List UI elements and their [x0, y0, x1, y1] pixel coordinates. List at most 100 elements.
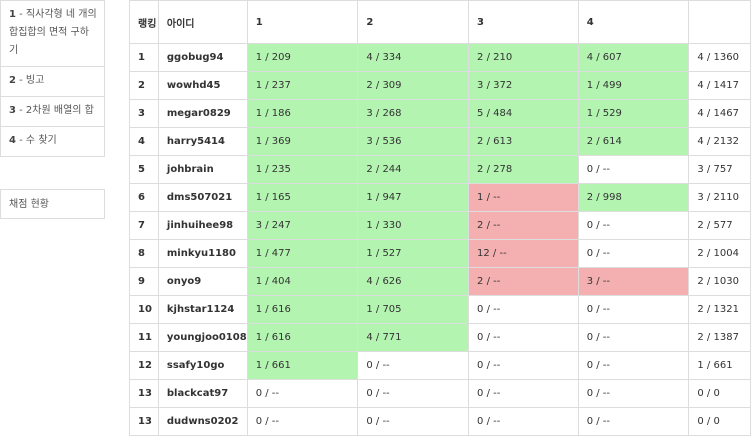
problem-2-score-cell: 2 / 244 [357, 155, 470, 184]
table-row: 13 dudwns0202 0 / -- 0 / -- 0 / -- 0 / -- 0 / … [129, 407, 751, 436]
rank-cell: 2 [129, 71, 159, 100]
problem-link-4[interactable]: 4 - 수 찾기 [1, 126, 104, 156]
problem-2-score-cell: 3 / 536 [357, 127, 470, 156]
total-score-cell: 2 / 1321 [688, 295, 751, 324]
scoreboard-table: 랭킹 아이디 1 2 3 4 1 ggobug94 1 / 209 4 / 334 2 … [129, 0, 751, 436]
problem-2-score-cell: 1 / 947 [357, 183, 470, 212]
user-id-cell: blackcat97 [157, 379, 248, 408]
rank-cell: 6 [129, 183, 159, 212]
problem-4-score-cell: 4 / 607 [577, 43, 690, 72]
table-row: 8 minkyu1180 1 / 477 1 / 527 12 / -- 0 / -- 2 … [129, 239, 751, 268]
rank-cell: 10 [129, 295, 159, 324]
problem-2-score-cell: 0 / -- [357, 379, 470, 408]
problem-1-score-cell: 3 / 247 [246, 211, 359, 240]
table-row: 1 ggobug94 1 / 209 4 / 334 2 / 210 4 / 607 4 /… [129, 43, 751, 72]
rank-header: 랭킹 [129, 0, 159, 44]
problem-1-score-cell: 1 / 616 [246, 323, 359, 352]
problem-3-header: 3 [468, 0, 579, 44]
rank-cell: 5 [129, 155, 159, 184]
rank-cell: 1 [129, 43, 159, 72]
problem-4-score-cell: 0 / -- [577, 295, 690, 324]
grading-status-link[interactable]: 채점 현황 [0, 189, 105, 219]
rank-cell: 7 [129, 211, 159, 240]
total-score-cell: 2 / 1004 [688, 239, 751, 268]
total-score-cell: 4 / 1360 [688, 43, 751, 72]
total-score-cell: 0 / 0 [688, 407, 751, 436]
total-score-cell: 4 / 2132 [688, 127, 751, 156]
rank-cell: 11 [129, 323, 159, 352]
problem-1-score-cell: 1 / 186 [246, 99, 359, 128]
problem-4-score-cell: 1 / 499 [577, 71, 690, 100]
problem-3-score-cell: 0 / -- [468, 351, 579, 380]
table-row: 13 blackcat97 0 / -- 0 / -- 0 / -- 0 / -- 0 / … [129, 379, 751, 408]
total-score-cell: 4 / 1467 [688, 99, 751, 128]
problem-link-2[interactable]: 2 - 빙고 [1, 66, 104, 96]
table-row: 12 ssafy10go 1 / 661 0 / -- 0 / -- 0 / -- 1 / … [129, 351, 751, 380]
problem-number: 3 [9, 105, 16, 116]
rank-cell: 13 [129, 407, 159, 436]
rank-cell: 8 [129, 239, 159, 268]
problem-2-score-cell: 4 / 334 [357, 43, 470, 72]
total-score-cell: 3 / 757 [688, 155, 751, 184]
problem-1-score-cell: 1 / 237 [246, 71, 359, 100]
rank-cell: 4 [129, 127, 159, 156]
user-id-cell: wowhd45 [157, 71, 248, 100]
problem-3-score-cell: 12 / -- [468, 239, 579, 268]
total-score-cell: 2 / 1387 [688, 323, 751, 352]
problem-4-score-cell: 2 / 614 [577, 127, 690, 156]
problem-2-score-cell: 4 / 626 [357, 267, 470, 296]
total-score-cell: 2 / 577 [688, 211, 751, 240]
problem-2-score-cell: 4 / 771 [357, 323, 470, 352]
problem-3-score-cell: 2 / -- [468, 211, 579, 240]
user-id-cell: minkyu1180 [157, 239, 248, 268]
problem-2-score-cell: 2 / 309 [357, 71, 470, 100]
problem-1-score-cell: 1 / 404 [246, 267, 359, 296]
problem-4-score-cell: 1 / 529 [577, 99, 690, 128]
problem-3-score-cell: 2 / 613 [468, 127, 579, 156]
user-id-cell: megar0829 [157, 99, 248, 128]
user-id-header: 아이디 [157, 0, 248, 44]
problem-3-score-cell: 0 / -- [468, 379, 579, 408]
user-id-cell: jinhuihee98 [157, 211, 248, 240]
total-score-cell: 3 / 2110 [688, 183, 751, 212]
problem-4-score-cell: 0 / -- [577, 323, 690, 352]
problem-link-1[interactable]: 1 - 직사각형 네 개의 합집합의 면적 구하기 [1, 1, 104, 66]
scoreboard-header-row: 랭킹 아이디 1 2 3 4 [129, 0, 751, 44]
problem-title: - 빙고 [15, 75, 45, 86]
problem-1-header: 1 [246, 0, 359, 44]
table-row: 7 jinhuihee98 3 / 247 1 / 330 2 / -- 0 / -- 2 … [129, 211, 751, 240]
problem-2-score-cell: 1 / 705 [357, 295, 470, 324]
problem-2-header: 2 [357, 0, 470, 44]
problem-4-score-cell: 0 / -- [577, 379, 690, 408]
problem-1-score-cell: 1 / 165 [246, 183, 359, 212]
problem-4-score-cell: 2 / 998 [577, 183, 690, 212]
rank-cell: 3 [129, 99, 159, 128]
rank-cell: 13 [129, 379, 159, 408]
problem-list: 1 - 직사각형 네 개의 합집합의 면적 구하기 2 - 빙고 3 - 2차원… [0, 0, 105, 157]
problem-1-score-cell: 0 / -- [246, 379, 359, 408]
problem-1-score-cell: 1 / 235 [246, 155, 359, 184]
table-row: 11 youngjoo0108 1 / 616 4 / 771 0 / -- 0 / --… [129, 323, 751, 352]
problem-1-score-cell: 1 / 477 [246, 239, 359, 268]
table-row: 6 dms507021 1 / 165 1 / 947 1 / -- 2 / 998 3 /… [129, 183, 751, 212]
table-row: 9 onyo9 1 / 404 4 / 626 2 / -- 3 / -- 2 / 1030 [129, 267, 751, 296]
user-id-cell: onyo9 [157, 267, 248, 296]
problem-4-score-cell: 0 / -- [577, 239, 690, 268]
problem-4-score-cell: 3 / -- [577, 267, 690, 296]
problem-link-3[interactable]: 3 - 2차원 배열의 합 [1, 96, 104, 126]
user-id-cell: youngjoo0108 [157, 323, 248, 352]
problem-4-score-cell: 0 / -- [577, 211, 690, 240]
problem-3-score-cell: 2 / 210 [468, 43, 579, 72]
total-score-cell: 4 / 1417 [688, 71, 751, 100]
user-id-cell: dudwns0202 [157, 407, 248, 436]
problem-3-score-cell: 5 / 484 [468, 99, 579, 128]
problem-3-score-cell: 3 / 372 [468, 71, 579, 100]
problem-number: 4 [9, 135, 16, 146]
problem-2-score-cell: 0 / -- [357, 351, 470, 380]
total-score-cell: 2 / 1030 [688, 267, 751, 296]
rank-cell: 9 [129, 267, 159, 296]
problem-3-score-cell: 2 / -- [468, 267, 579, 296]
problem-title: - 직사각형 네 개의 합집합의 면적 구하기 [9, 9, 97, 56]
table-row: 5 johbrain 1 / 235 2 / 244 2 / 278 0 / -- 3 / … [129, 155, 751, 184]
user-id-cell: harry5414 [157, 127, 248, 156]
